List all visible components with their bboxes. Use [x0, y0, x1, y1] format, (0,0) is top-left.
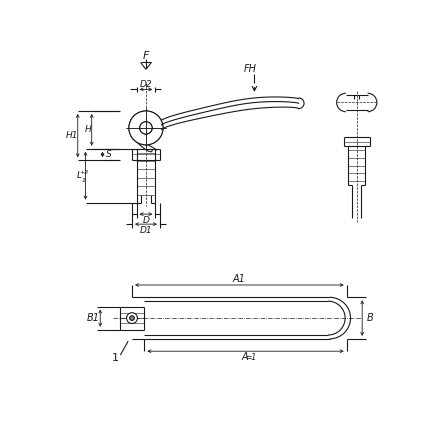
Text: H1: H1 [65, 131, 78, 140]
Circle shape [126, 313, 137, 323]
Text: B: B [367, 313, 373, 323]
Circle shape [129, 111, 163, 145]
Text: A: A [242, 352, 249, 362]
Text: F: F [143, 51, 149, 61]
Text: D1: D1 [140, 226, 152, 235]
Circle shape [140, 122, 152, 134]
Text: FH: FH [244, 64, 257, 74]
Text: S: S [106, 149, 112, 159]
Text: +3: +3 [79, 170, 89, 175]
Text: 1: 1 [82, 178, 86, 183]
Text: =1: =1 [245, 353, 256, 362]
Text: 1: 1 [112, 353, 119, 363]
Text: D2: D2 [140, 80, 152, 89]
Circle shape [129, 316, 134, 320]
Text: D: D [143, 216, 150, 225]
Text: H: H [85, 125, 91, 134]
Text: A1: A1 [232, 274, 245, 284]
Circle shape [140, 122, 152, 134]
Text: L: L [77, 171, 82, 180]
Text: B1: B1 [87, 313, 100, 323]
Circle shape [129, 111, 163, 145]
